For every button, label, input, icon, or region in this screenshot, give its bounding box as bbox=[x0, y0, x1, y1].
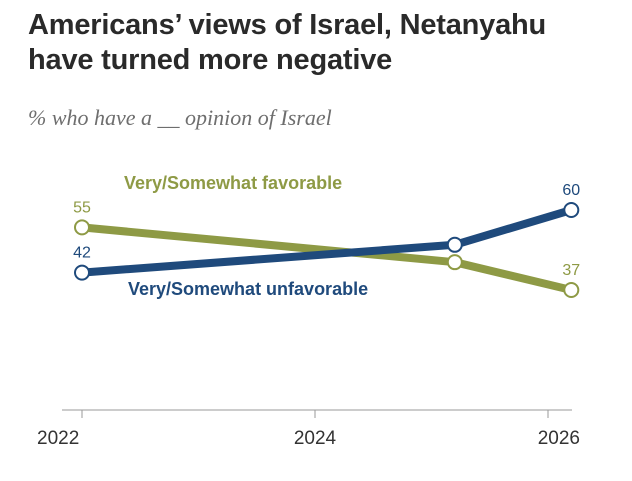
series-label-favorable: Very/Somewhat favorable bbox=[124, 173, 342, 193]
x-tick-label-2026: 2026 bbox=[538, 428, 580, 449]
chart-title: Americans’ views of Israel, Netanyahu ha… bbox=[28, 9, 547, 76]
series-line-unfavorable bbox=[78, 206, 576, 277]
x-tick-label-2022: 2022 bbox=[37, 428, 79, 449]
data-label-unfavorable-2: 60 bbox=[562, 182, 580, 199]
data-point-favorable-2 bbox=[563, 282, 580, 298]
data-label-favorable-0: 55 bbox=[73, 199, 91, 216]
data-point-favorable-0 bbox=[74, 219, 90, 236]
data-label-unfavorable-0: 42 bbox=[73, 245, 91, 262]
data-point-unfavorable-1 bbox=[446, 236, 463, 253]
data-point-unfavorable-0 bbox=[74, 264, 90, 281]
series-label-unfavorable: Very/Somewhat unfavorable bbox=[128, 279, 368, 299]
data-point-favorable-1 bbox=[446, 254, 463, 271]
x-tick-label-2024: 2024 bbox=[294, 428, 337, 449]
data-point-unfavorable-2 bbox=[563, 202, 580, 218]
data-label-favorable-2: 37 bbox=[562, 262, 580, 279]
chart-subtitle: % who have a __ opinion of Israel bbox=[28, 105, 332, 130]
